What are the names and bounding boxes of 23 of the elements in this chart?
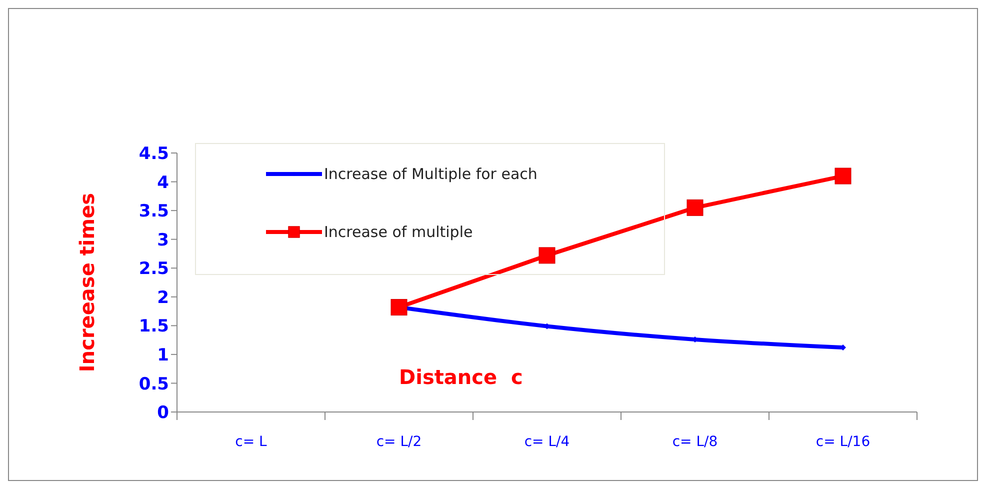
y-tick-label: 0.5 xyxy=(138,374,169,394)
x-tick-label: c= L/2 xyxy=(376,434,422,450)
x-tick-label: c= L/16 xyxy=(816,434,870,450)
point xyxy=(538,247,556,264)
x-tick-label: c= L xyxy=(235,434,268,450)
point xyxy=(834,168,852,184)
point xyxy=(686,199,704,216)
legend-label: Increase of multiple xyxy=(324,223,473,241)
x-axis-title: Distance c xyxy=(399,365,523,389)
y-tick-label: 3 xyxy=(157,230,169,250)
y-tick-label: 1.5 xyxy=(138,316,169,337)
y-tick-label: 4.5 xyxy=(138,144,169,164)
point xyxy=(390,299,408,316)
y-tick-label: 0 xyxy=(157,403,170,424)
y-tick-label: 3.5 xyxy=(138,202,169,222)
x-tick-label: c= L/4 xyxy=(524,434,570,450)
x-tick-label: c= L/8 xyxy=(672,434,718,450)
y-tick-label: 2.5 xyxy=(138,259,169,280)
y-tick-label: 4 xyxy=(157,172,170,193)
legend-label: Increase of Multiple for each xyxy=(324,165,538,183)
y-axis-title: Increease times xyxy=(75,192,100,372)
y-tick-label: 2 xyxy=(157,288,169,308)
y-tick-label: 1 xyxy=(157,345,169,366)
